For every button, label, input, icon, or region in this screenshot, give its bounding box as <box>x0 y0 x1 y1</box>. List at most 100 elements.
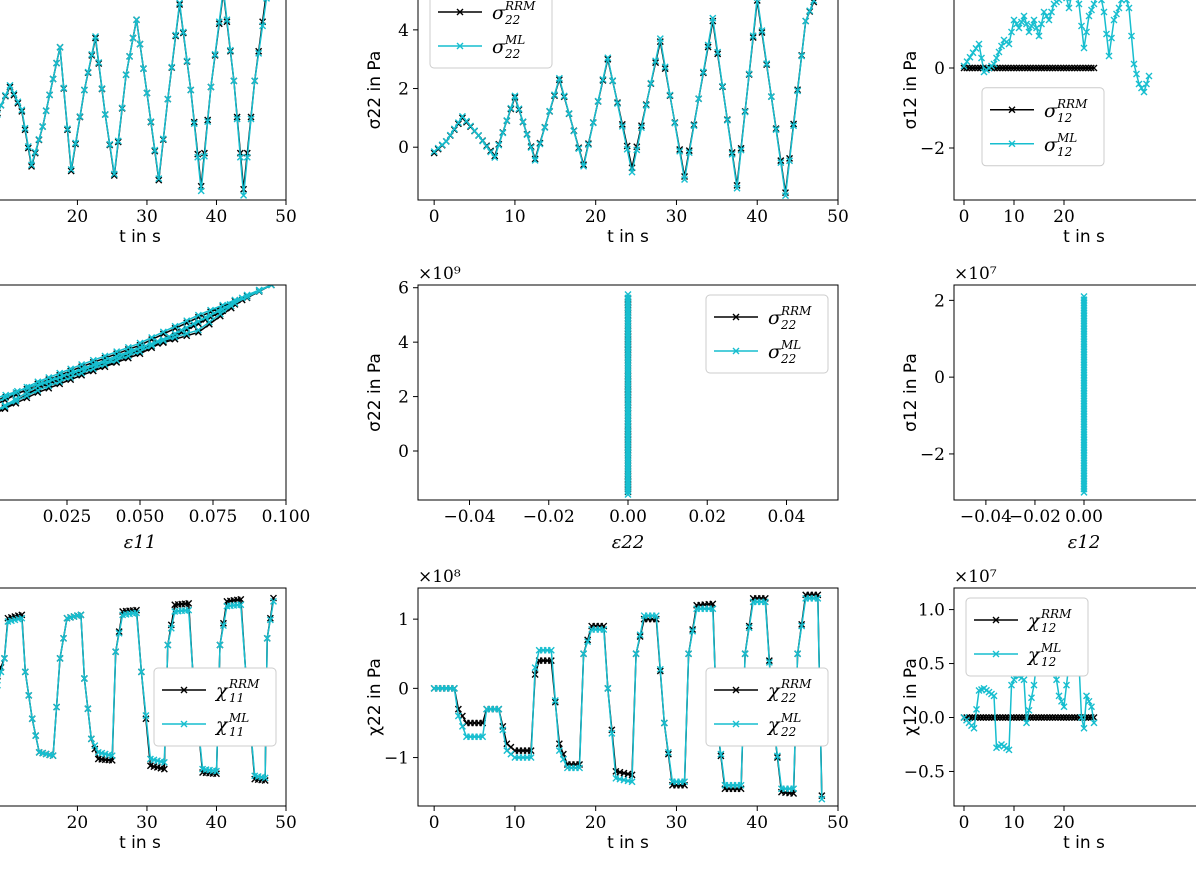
x-tick-label: 50 <box>827 813 849 833</box>
data-point <box>133 16 141 24</box>
legend-symbol: σ <box>768 341 782 363</box>
data-point <box>147 118 155 126</box>
data-point <box>985 714 993 721</box>
data-point <box>1023 20 1030 28</box>
data-point <box>483 142 491 150</box>
data-point <box>151 146 159 154</box>
legend-superscript: ML <box>228 711 249 725</box>
series-ml <box>430 0 818 200</box>
data-point <box>975 40 983 48</box>
data-point <box>1145 72 1153 80</box>
data-point <box>98 84 106 92</box>
data-point <box>159 336 167 344</box>
data-point <box>1090 0 1098 8</box>
data-point <box>487 148 495 156</box>
y-tick-label: −2 <box>920 445 945 465</box>
legend-superscript: ML <box>780 711 801 725</box>
data-point <box>194 318 202 326</box>
legend-marker <box>456 42 464 50</box>
data-point <box>1062 64 1070 72</box>
data-point <box>110 170 118 178</box>
data-point <box>491 153 499 161</box>
data-point <box>1010 16 1018 24</box>
data-point <box>555 747 563 755</box>
y-tick-label: 0 <box>398 442 409 462</box>
legend-symbol: χ <box>214 680 229 702</box>
data-point <box>255 286 263 294</box>
data-point <box>618 122 626 130</box>
data-point <box>767 93 775 101</box>
data-point <box>23 383 31 391</box>
data-point <box>681 778 689 786</box>
legend-subscript: 22 <box>780 725 796 739</box>
legend-superscript: ML <box>1040 641 1061 655</box>
legend-superscript: RRM <box>228 677 260 691</box>
data-point <box>763 60 771 68</box>
data-point <box>728 150 736 158</box>
data-point <box>67 165 75 173</box>
data-point <box>72 139 80 147</box>
data-point <box>1024 64 1032 72</box>
data-point <box>21 124 29 132</box>
data-point <box>251 77 259 85</box>
data-point <box>531 156 539 164</box>
data-point <box>190 120 198 128</box>
data-point <box>1143 80 1150 88</box>
data-point <box>155 175 163 183</box>
data-point <box>1087 64 1095 72</box>
data-point <box>1025 28 1033 36</box>
y-axis-label: σ12 in Pa <box>901 353 921 432</box>
data-point <box>107 356 115 364</box>
data-point <box>652 612 660 620</box>
data-point <box>1 402 9 410</box>
legend-subscript: 11 <box>229 725 244 739</box>
data-point <box>1007 64 1015 72</box>
data-point <box>547 657 555 665</box>
data-point <box>794 650 802 658</box>
data-point <box>1021 64 1029 72</box>
data-point <box>1030 16 1038 24</box>
data-point <box>1040 714 1048 721</box>
data-point <box>974 64 982 72</box>
data-point <box>171 322 179 330</box>
data-point <box>67 167 75 175</box>
data-point <box>108 752 116 760</box>
data-point <box>255 49 263 57</box>
data-point <box>741 650 749 658</box>
data-point <box>1079 64 1087 72</box>
data-point <box>179 28 187 36</box>
data-point <box>515 105 523 113</box>
data-point <box>1038 20 1045 28</box>
data-point <box>690 122 698 130</box>
legend-symbol: σ <box>492 2 506 24</box>
data-point <box>267 285 275 289</box>
data-point <box>76 112 84 120</box>
data-point <box>39 123 47 131</box>
data-point <box>1005 40 1013 48</box>
data-point <box>580 162 588 170</box>
data-point <box>1084 64 1092 72</box>
data-point <box>1032 714 1040 721</box>
axes-frame <box>953 0 1196 201</box>
x-tick-label: 50 <box>275 813 297 833</box>
data-point <box>1080 44 1088 52</box>
data-point <box>176 0 184 7</box>
data-point <box>777 159 785 167</box>
x-tick-label: −0.04 <box>443 507 495 527</box>
data-point <box>23 389 31 396</box>
plot-area <box>0 594 277 785</box>
data-point <box>219 622 227 630</box>
data-point <box>130 347 138 355</box>
data-point <box>194 326 202 334</box>
data-point <box>818 795 826 803</box>
data-point <box>1125 4 1133 12</box>
data-point <box>681 175 689 183</box>
data-point <box>1065 64 1073 72</box>
data-point <box>1088 6 1095 14</box>
x-tick-label: 0.04 <box>768 507 806 527</box>
plot-area <box>1080 293 1088 496</box>
x-tick-label: −0.02 <box>1009 507 1061 527</box>
y-tick-label: 0 <box>934 59 945 79</box>
data-point <box>136 40 144 48</box>
